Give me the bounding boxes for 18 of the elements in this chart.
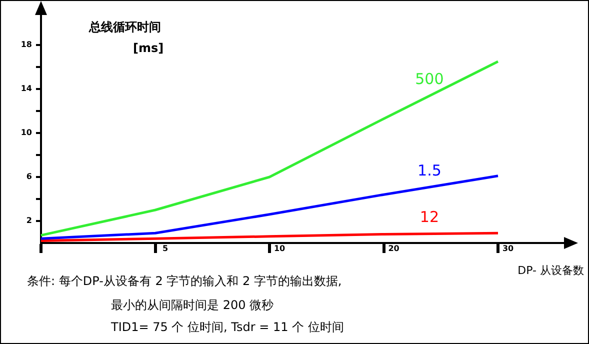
text: 总线循环时间 (89, 19, 161, 36)
series-label: 500 (415, 70, 444, 88)
text: 最小的从间隔时间是 200 微秒 (111, 297, 274, 314)
series-label: 12 (420, 208, 439, 226)
y-tick-label: 10 (20, 128, 32, 138)
y-tick-label: 6 (26, 172, 32, 182)
x-tick-label: 5 (162, 244, 168, 253)
text: 条件: 每个DP-从设备有 2 字节的输入和 2 字节的输出数据, (27, 273, 342, 290)
y-tick-label: 14 (20, 84, 32, 94)
y-tick-label: 2 (26, 216, 32, 226)
x-tick-label: 10 (274, 244, 286, 253)
y-axis-title: [ms] (133, 41, 164, 55)
x-tick-label: 20 (388, 244, 400, 253)
x-axis-title: DP- 从设备数 (518, 263, 584, 278)
x-tick-label: 30 (502, 244, 514, 253)
text: TID1= 75 个 位时间, Tsdr = 11 个 位时间 (111, 319, 344, 336)
series-label: 1.5 (418, 162, 442, 180)
y-tick-label: 18 (20, 40, 32, 50)
